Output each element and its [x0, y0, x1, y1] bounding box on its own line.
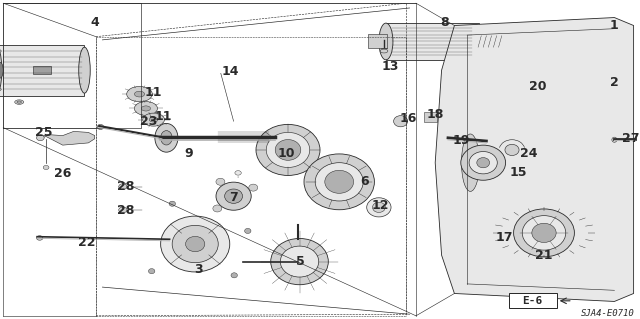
Ellipse shape — [379, 23, 393, 60]
Ellipse shape — [514, 209, 575, 257]
Ellipse shape — [461, 145, 506, 180]
Ellipse shape — [0, 49, 1, 53]
Ellipse shape — [79, 47, 90, 93]
FancyBboxPatch shape — [509, 293, 557, 308]
Ellipse shape — [380, 49, 388, 53]
Text: 5: 5 — [296, 255, 305, 268]
Ellipse shape — [244, 228, 251, 234]
Ellipse shape — [461, 134, 479, 191]
Ellipse shape — [271, 239, 328, 285]
Bar — [0, 45, 84, 96]
Ellipse shape — [186, 236, 205, 252]
Text: 28: 28 — [116, 204, 134, 217]
Ellipse shape — [119, 184, 127, 189]
Text: 3: 3 — [194, 263, 203, 276]
Ellipse shape — [36, 135, 44, 141]
Text: 16: 16 — [399, 112, 417, 124]
Text: 13: 13 — [381, 61, 399, 73]
Ellipse shape — [43, 165, 49, 170]
Text: 26: 26 — [54, 167, 72, 180]
Bar — [424, 112, 437, 122]
Text: 11: 11 — [154, 110, 172, 123]
Text: 7: 7 — [229, 191, 238, 204]
Ellipse shape — [213, 205, 222, 212]
Text: 8: 8 — [440, 16, 449, 29]
Bar — [33, 66, 51, 74]
Ellipse shape — [225, 189, 243, 204]
Ellipse shape — [143, 113, 164, 126]
Bar — [368, 34, 387, 48]
Ellipse shape — [522, 216, 566, 250]
Ellipse shape — [235, 171, 241, 175]
Text: 19: 19 — [452, 134, 470, 147]
Ellipse shape — [612, 137, 617, 142]
Text: 9: 9 — [184, 147, 193, 160]
Ellipse shape — [97, 124, 104, 130]
Ellipse shape — [256, 124, 320, 175]
Text: 6: 6 — [360, 175, 369, 188]
Ellipse shape — [275, 139, 301, 160]
Text: 14: 14 — [221, 65, 239, 78]
Ellipse shape — [161, 216, 230, 272]
Text: 22: 22 — [77, 236, 95, 249]
Ellipse shape — [505, 144, 519, 155]
Ellipse shape — [469, 152, 497, 174]
Text: 20: 20 — [529, 80, 547, 93]
Ellipse shape — [127, 86, 152, 102]
Ellipse shape — [533, 81, 543, 88]
Text: 10: 10 — [277, 147, 295, 160]
Ellipse shape — [249, 184, 258, 191]
Ellipse shape — [172, 225, 218, 263]
Ellipse shape — [216, 182, 251, 210]
Ellipse shape — [280, 246, 319, 277]
Text: 11: 11 — [145, 86, 163, 99]
Ellipse shape — [325, 170, 354, 193]
Text: 18: 18 — [426, 108, 444, 121]
Ellipse shape — [141, 106, 150, 111]
Ellipse shape — [134, 101, 157, 115]
Text: 27: 27 — [621, 132, 639, 145]
Bar — [531, 78, 556, 91]
Text: 21: 21 — [535, 249, 553, 262]
Text: 1: 1 — [610, 19, 619, 32]
Ellipse shape — [216, 178, 225, 185]
Ellipse shape — [394, 116, 408, 127]
Ellipse shape — [372, 202, 385, 212]
Ellipse shape — [155, 123, 178, 152]
Ellipse shape — [532, 223, 556, 242]
Ellipse shape — [0, 62, 3, 78]
Bar — [386, 23, 479, 60]
Ellipse shape — [472, 26, 484, 57]
Ellipse shape — [134, 91, 145, 97]
Text: E-6: E-6 — [522, 296, 543, 306]
Ellipse shape — [161, 131, 172, 145]
Ellipse shape — [266, 132, 310, 167]
Ellipse shape — [169, 201, 175, 206]
Ellipse shape — [149, 117, 158, 122]
Text: 17: 17 — [495, 231, 513, 244]
Text: 23: 23 — [140, 115, 157, 128]
Ellipse shape — [17, 101, 21, 103]
Text: 2: 2 — [610, 77, 619, 89]
Text: 15: 15 — [509, 166, 527, 179]
Ellipse shape — [316, 163, 364, 201]
Ellipse shape — [304, 154, 374, 210]
Polygon shape — [38, 131, 95, 145]
Text: SJA4-E0710: SJA4-E0710 — [581, 309, 635, 318]
Ellipse shape — [231, 273, 237, 278]
Ellipse shape — [148, 269, 155, 274]
Text: 4: 4 — [90, 16, 99, 29]
Text: 28: 28 — [116, 180, 134, 193]
Polygon shape — [435, 18, 634, 301]
Text: 24: 24 — [520, 147, 538, 160]
Ellipse shape — [477, 158, 490, 168]
Ellipse shape — [36, 236, 43, 240]
Ellipse shape — [119, 207, 127, 213]
Ellipse shape — [0, 88, 1, 91]
Ellipse shape — [367, 198, 391, 217]
Ellipse shape — [15, 100, 24, 104]
Ellipse shape — [0, 45, 2, 96]
Text: 12: 12 — [372, 199, 390, 212]
Text: 25: 25 — [35, 126, 52, 139]
